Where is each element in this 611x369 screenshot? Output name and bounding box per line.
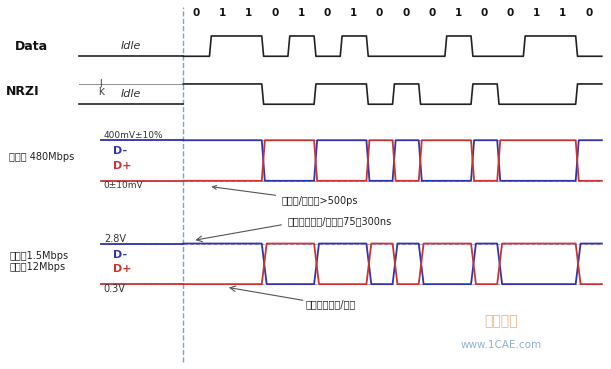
Text: 0: 0 bbox=[428, 8, 436, 18]
Text: 1: 1 bbox=[298, 8, 305, 18]
Text: 仿真在线: 仿真在线 bbox=[485, 314, 518, 328]
Text: 低速：1.5Mbps: 低速：1.5Mbps bbox=[9, 251, 68, 261]
Text: 1: 1 bbox=[455, 8, 461, 18]
Text: 400mV±10%: 400mV±10% bbox=[104, 131, 164, 140]
Text: 2.8V: 2.8V bbox=[104, 234, 126, 244]
Text: 0: 0 bbox=[480, 8, 488, 18]
Text: 1: 1 bbox=[245, 8, 252, 18]
Text: 高速： 480Mbps: 高速： 480Mbps bbox=[9, 152, 75, 162]
Text: Data: Data bbox=[15, 39, 48, 53]
Text: 全速：上升沿/下降: 全速：上升沿/下降 bbox=[306, 299, 356, 310]
Text: 0: 0 bbox=[585, 8, 593, 18]
Text: NRZI: NRZI bbox=[6, 85, 40, 98]
Text: 0.3V: 0.3V bbox=[104, 283, 126, 294]
Text: 0: 0 bbox=[402, 8, 409, 18]
Text: D-: D- bbox=[113, 249, 127, 260]
Text: D+: D+ bbox=[113, 161, 131, 171]
Text: D-: D- bbox=[113, 146, 127, 156]
Text: 1: 1 bbox=[559, 8, 566, 18]
Text: 1: 1 bbox=[349, 8, 357, 18]
Text: 上升沿/下降沿>500ps: 上升沿/下降沿>500ps bbox=[213, 186, 357, 206]
Text: 0: 0 bbox=[271, 8, 279, 18]
Text: 低速：上升沿/下降沿75～300ns: 低速：上升沿/下降沿75～300ns bbox=[287, 216, 392, 227]
Text: Idle: Idle bbox=[121, 41, 142, 51]
Text: www.1CAE.com: www.1CAE.com bbox=[461, 340, 541, 350]
Text: Idle: Idle bbox=[121, 89, 142, 99]
Text: J: J bbox=[100, 79, 102, 87]
Text: 全速：12Mbps: 全速：12Mbps bbox=[9, 262, 65, 272]
Text: 0: 0 bbox=[376, 8, 383, 18]
Text: 0±10mV: 0±10mV bbox=[104, 181, 144, 190]
Text: 0: 0 bbox=[324, 8, 331, 18]
Text: 1: 1 bbox=[533, 8, 540, 18]
Text: D+: D+ bbox=[113, 264, 131, 275]
Text: 0: 0 bbox=[192, 8, 200, 18]
Text: 0: 0 bbox=[507, 8, 514, 18]
Text: 1: 1 bbox=[219, 8, 226, 18]
Text: K: K bbox=[98, 88, 104, 97]
